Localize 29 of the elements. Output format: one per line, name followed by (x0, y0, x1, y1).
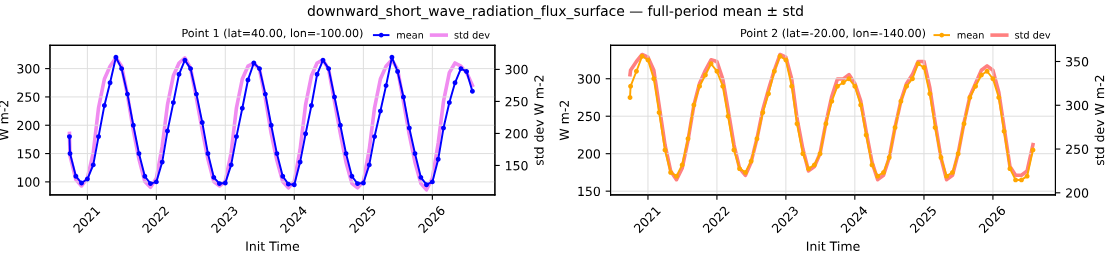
y2-tick-label: 250 (505, 96, 528, 107)
y-tick-label: 250 (17, 92, 40, 102)
y2-tick-label: 300 (1066, 100, 1089, 111)
x-axis-title: Init Time (806, 241, 860, 251)
legend-label: std dev (454, 31, 490, 39)
text: downward_short_wave_radiation_flux_surface — full-period mean ± std (307, 5, 803, 20)
y-tick-label: 300 (17, 64, 40, 74)
y2-tick-label: 350 (1066, 56, 1089, 67)
x-axis-title: Init Time (246, 241, 300, 251)
y2-tick-label: 300 (505, 64, 528, 75)
y2-tick-label: 250 (1066, 144, 1089, 154)
y-tick-label: 100 (17, 177, 40, 187)
y-tick-label: 300 (577, 74, 601, 84)
legend-label: mean (957, 33, 984, 39)
chart-title: Point 2 (lat=-20.00, lon=-140.00) (741, 28, 926, 39)
y-tick-label: 200 (17, 120, 40, 131)
chart-title: Point 1 (lat=40.00, lon=-100.00) (182, 28, 363, 39)
y2-tick-label: 200 (505, 128, 528, 139)
legend-label: std dev (1015, 31, 1051, 39)
y2-axis-title: std dev W m-2 (1094, 75, 1105, 166)
y-tick-label: 150 (17, 149, 40, 159)
y2-tick-label: 150 (505, 160, 528, 171)
y-tick-label: 150 (578, 186, 601, 197)
y-tick-label: 200 (577, 149, 601, 159)
y-tick-label: 250 (577, 111, 601, 122)
legend-label: mean (397, 33, 424, 39)
y2-axis-title: std dev W m-2 (534, 75, 544, 166)
y-axis-title: W m-2 (559, 100, 569, 141)
y2-tick-label: 200 (1066, 188, 1089, 198)
